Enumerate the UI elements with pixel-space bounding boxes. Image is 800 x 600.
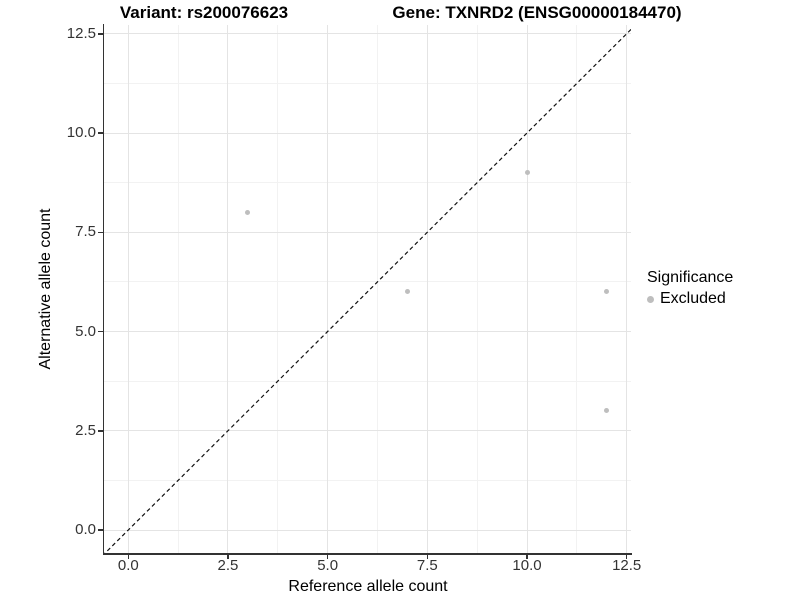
y-tick-mark bbox=[98, 33, 103, 35]
x-tick-label: 0.0 bbox=[117, 557, 139, 574]
excluded-marker-icon bbox=[647, 295, 654, 303]
y-tick-mark bbox=[98, 430, 103, 432]
gene-title: Gene: TXNRD2 (ENSG00000184470) bbox=[392, 3, 682, 22]
gridline-x-minor bbox=[376, 25, 378, 553]
x-axis-title: Reference allele count bbox=[288, 578, 448, 595]
data-point bbox=[604, 408, 610, 414]
y-tick-mark bbox=[98, 231, 103, 233]
data-point bbox=[404, 289, 410, 295]
gridline-x-major bbox=[327, 25, 329, 553]
gridline-y-major bbox=[104, 331, 631, 332]
gridline-y-minor bbox=[104, 82, 631, 84]
legend: Significance Excluded bbox=[647, 269, 733, 308]
gridline-y-major bbox=[104, 231, 631, 233]
y-tick-mark bbox=[98, 132, 103, 134]
x-tick-mark bbox=[326, 554, 329, 559]
y-tick-label: 10.0 bbox=[66, 124, 96, 141]
data-point bbox=[245, 209, 251, 215]
gridline-y-major bbox=[104, 529, 631, 531]
identity-reference-line bbox=[104, 28, 631, 553]
y-tick-label: 2.5 bbox=[75, 421, 96, 439]
gridline-x-major bbox=[227, 25, 229, 553]
gridline-x-major bbox=[127, 25, 129, 553]
gridline-y-major bbox=[104, 33, 631, 35]
x-tick-label: 12.5 bbox=[612, 557, 642, 574]
legend-item-label: Excluded bbox=[660, 290, 726, 307]
gridline-x-major bbox=[626, 25, 628, 553]
legend-title: Significance bbox=[647, 269, 734, 286]
x-tick-mark bbox=[426, 554, 429, 559]
variant-title: Variant: rs200076623 bbox=[119, 3, 289, 22]
x-tick-label: 10.0 bbox=[512, 557, 542, 574]
legend-item-excluded: Excluded bbox=[647, 290, 733, 308]
gridline-x-minor bbox=[576, 25, 578, 553]
y-tick-mark bbox=[98, 330, 103, 333]
gridline-y-minor bbox=[104, 479, 631, 481]
y-tick-mark bbox=[98, 529, 103, 531]
y-axis-title: Alternative allele count bbox=[37, 208, 54, 370]
y-axis-line bbox=[102, 24, 104, 554]
x-tick-label: 7.5 bbox=[416, 557, 438, 574]
x-tick-mark bbox=[227, 554, 229, 559]
gridline-x-major bbox=[526, 25, 528, 553]
plot-panel bbox=[104, 25, 631, 553]
gridline-y-minor bbox=[104, 380, 631, 382]
y-tick-label: 0.0 bbox=[75, 521, 96, 538]
x-tick-mark bbox=[625, 554, 628, 559]
x-tick-label: 2.5 bbox=[217, 557, 239, 574]
data-point bbox=[524, 170, 530, 176]
gridline-y-minor bbox=[104, 182, 631, 184]
y-tick-label: 5.0 bbox=[75, 322, 96, 340]
x-axis-line bbox=[102, 553, 632, 555]
gridline-x-minor bbox=[277, 25, 279, 553]
x-tick-mark bbox=[526, 554, 528, 559]
gridline-y-major bbox=[104, 132, 631, 134]
gridline-x-minor bbox=[476, 25, 478, 553]
gridline-y-major bbox=[104, 430, 631, 432]
x-tick-mark bbox=[127, 554, 130, 559]
x-tick-label: 5.0 bbox=[317, 557, 339, 574]
gridline-x-minor bbox=[177, 25, 179, 553]
gridline-x-major bbox=[426, 25, 428, 553]
y-tick-label: 7.5 bbox=[75, 223, 96, 241]
gridline-y-minor bbox=[104, 281, 631, 283]
y-tick-label: 12.5 bbox=[66, 24, 96, 42]
data-point bbox=[604, 289, 610, 295]
